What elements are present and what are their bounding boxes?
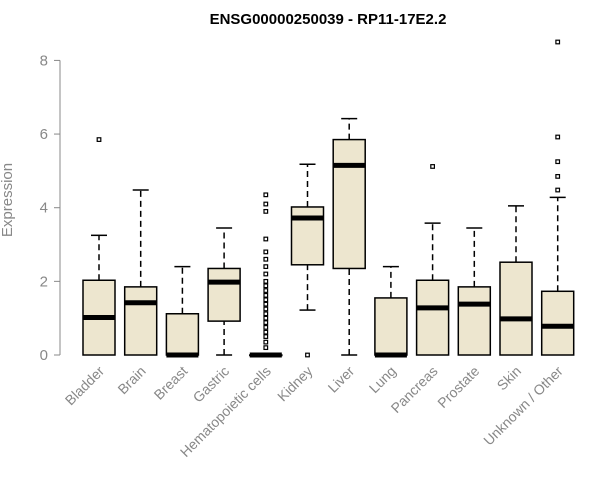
iqr-box [457,286,492,356]
iqr-box [332,138,366,270]
outlier-point [555,134,561,140]
chart-title: ENSG00000250039 - RP11-17E2.2 [210,11,447,28]
x-tick-label: Breast [151,363,191,403]
outlier-point [555,174,561,179]
outlier-point [263,324,269,330]
outlier-point [263,334,269,339]
y-tick-label: 8 [40,52,48,69]
y-tick-label: 0 [40,347,48,364]
box-gastric [207,227,241,356]
x-tick-label: Bladder [62,363,108,409]
box-series [82,39,575,358]
y-tick-label: 6 [40,126,48,143]
outlier-point [263,278,269,284]
outlier-point [263,256,269,262]
box-unknown-other [540,39,575,356]
outlier-point [263,264,269,270]
box-pancreas [415,164,450,356]
outlier-point [263,249,269,255]
x-tick-label: Skin [494,363,525,394]
outlier-point [263,301,269,307]
outlier-point [263,192,269,198]
outlier-point [263,292,269,298]
outlier-point [263,297,269,303]
outlier-point [263,306,269,312]
x-tick-label: Prostate [434,363,482,411]
y-tick-label: 2 [40,273,48,290]
box-kidney [290,163,325,358]
outlier-point [263,288,269,293]
iqr-box [415,279,450,356]
outlier-point [263,271,269,277]
outlier-point [263,315,269,321]
box-lung [374,265,408,358]
outlier-point [555,159,561,165]
x-tick-label: Unknown / Other [480,363,566,449]
outlier-point [263,329,269,335]
y-axis-label: Expression [0,163,16,237]
outlier-point [263,208,269,214]
iqr-box [165,313,200,356]
box-hematopoietic-cells [249,192,283,358]
iqr-box [123,286,158,356]
box-skin [499,205,533,356]
iqr-box [374,297,408,356]
box-bladder [82,137,116,356]
x-tick-label: Lung [366,363,399,396]
outlier-point [305,352,310,358]
outlier-point [430,164,435,169]
outlier-point [263,320,269,325]
iqr-box [207,267,241,322]
x-tick-label: Brain [114,363,148,397]
outlier-point [263,311,269,317]
box-prostate [457,227,492,356]
x-tick-label: Kidney [274,363,316,405]
outlier-point [263,339,269,345]
outlier-point [96,137,102,142]
outlier-point [555,39,561,45]
box-breast [165,265,200,358]
outlier-point [263,201,269,207]
outlier-point [555,187,561,193]
x-tick-label: Liver [325,363,358,396]
iqr-box [540,290,575,356]
outlier-point [263,283,269,289]
y-tick-label: 4 [40,200,48,217]
box-liver [332,117,366,356]
box-brain [123,189,158,356]
iqr-box [499,261,533,356]
outlier-point [263,345,269,351]
y-axis: 0 2 4 6 8 [40,52,61,364]
outlier-point [263,236,269,242]
